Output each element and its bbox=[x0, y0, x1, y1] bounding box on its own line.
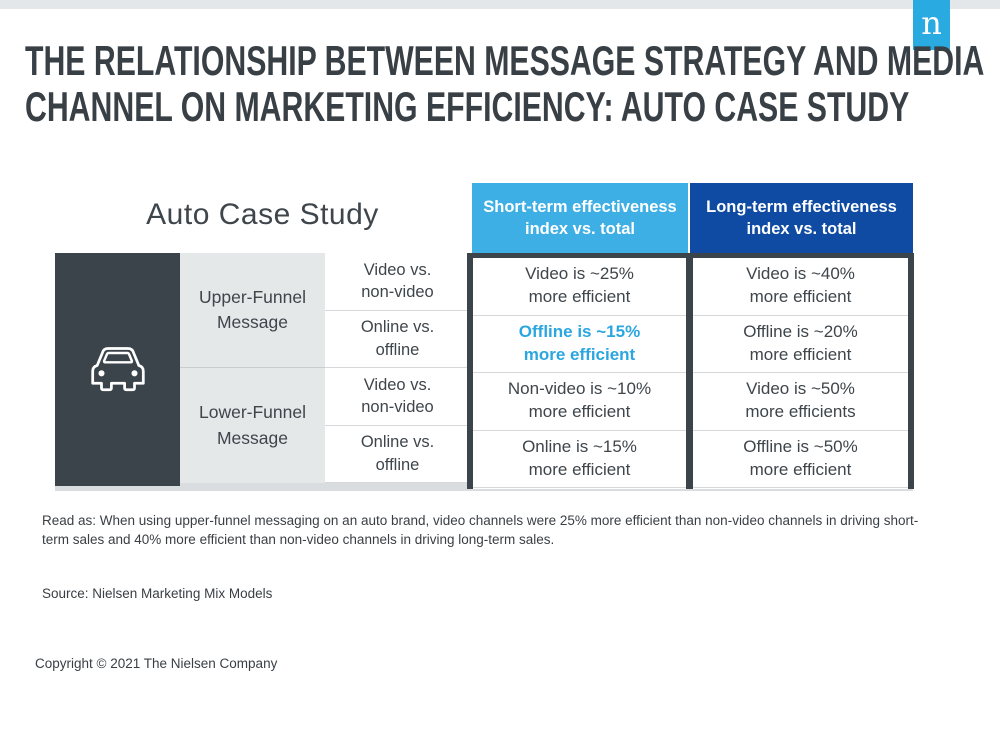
page-title-line1: THE RELATIONSHIP BETWEEN MESSAGE STRATEG… bbox=[25, 37, 985, 84]
source-note: Source: Nielsen Marketing Mix Models bbox=[42, 586, 273, 601]
nielsen-logo-letter: n bbox=[921, 4, 942, 42]
comparison-cell-row3: Online vs. offline bbox=[325, 426, 470, 483]
column-header-short-term-line2: index vs. total bbox=[524, 220, 636, 238]
top-divider-bar bbox=[0, 0, 1000, 9]
long-term-column: Video is ~40% more efficient Offline is … bbox=[686, 253, 914, 489]
upper-funnel-label-line2: Message bbox=[216, 312, 288, 332]
comparison-cell-row1: Online vs. offline bbox=[325, 311, 470, 368]
long-term-cell-row0: Video is ~40% more efficient bbox=[693, 258, 908, 316]
short-term-cell-row0: Video is ~25% more efficient bbox=[473, 258, 686, 316]
category-cell-auto bbox=[55, 253, 180, 486]
row-group-upper-funnel: Upper-Funnel Message bbox=[180, 253, 325, 368]
lower-funnel-label-line1: Lower-Funnel bbox=[199, 402, 306, 423]
comparison-label-column: Video vs. non-video Online vs. offline V… bbox=[325, 253, 470, 483]
nielsen-logo: n bbox=[913, 0, 950, 50]
page-title: THE RELATIONSHIP BETWEEN MESSAGE STRATEG… bbox=[25, 38, 1000, 130]
car-icon bbox=[90, 346, 145, 391]
long-term-cell-row2: Video is ~50% more efficients bbox=[693, 373, 908, 431]
upper-funnel-label-line1: Upper-Funnel bbox=[199, 286, 306, 307]
column-header-long-term: Long-term effectiveness index vs. total bbox=[690, 183, 913, 253]
comparison-cell-row2: Video vs. non-video bbox=[325, 368, 470, 426]
column-header-short-term: Short-term effectiveness index vs. total bbox=[472, 183, 688, 253]
comparison-cell-row0: Video vs. non-video bbox=[325, 253, 470, 311]
short-term-cell-row2: Non-video is ~10% more efficient bbox=[473, 373, 686, 431]
column-header-short-term-line1: Short-term effectiveness bbox=[483, 197, 677, 216]
table-caption: Auto Case Study bbox=[146, 198, 379, 231]
page-title-line2: CHANNEL ON MARKETING EFFICIENCY: AUTO CA… bbox=[25, 83, 910, 130]
long-term-cell-row1: Offline is ~20% more efficient bbox=[693, 316, 908, 373]
read-as-note: Read as: When using upper-funnel messagi… bbox=[42, 513, 919, 547]
short-term-cell-row3: Online is ~15% more efficient bbox=[473, 431, 686, 488]
funnel-label-column: Upper-Funnel Message Lower-Funnel Messag… bbox=[180, 253, 325, 483]
short-term-column: Video is ~25% more efficient Offline is … bbox=[467, 253, 686, 489]
column-header-long-term-line2: index vs. total bbox=[746, 220, 857, 238]
row-group-lower-funnel: Lower-Funnel Message bbox=[180, 368, 325, 483]
long-term-cell-row3: Offline is ~50% more efficient bbox=[693, 431, 908, 488]
lower-funnel-label-line2: Message bbox=[216, 427, 288, 448]
short-term-cell-row1: Offline is ~15% more efficient bbox=[473, 316, 686, 373]
column-header-long-term-line1: Long-term effectiveness bbox=[706, 197, 897, 216]
copyright-note: Copyright © 2021 The Nielsen Company bbox=[35, 656, 278, 671]
